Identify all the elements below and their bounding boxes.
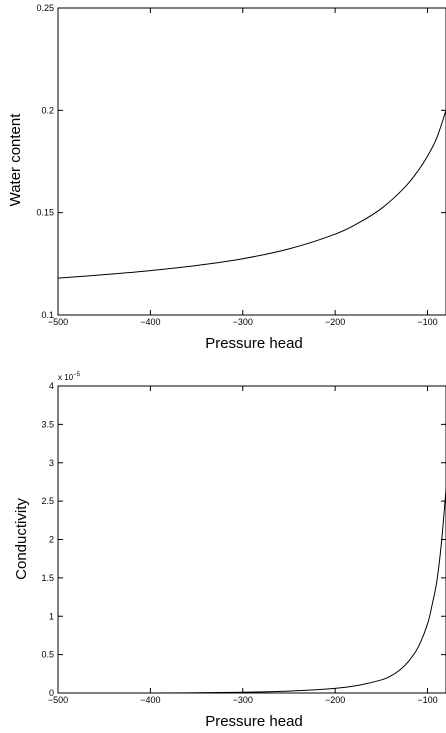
y-tick-label: 0.15 [36, 208, 54, 218]
y-tick-label: 0.5 [41, 650, 54, 660]
x-tick-labels: −500 −400 −300 −200 −100 [48, 317, 438, 327]
x-axis-title: Pressure head [205, 335, 303, 352]
x-axis-title: Pressure head [205, 713, 303, 730]
x-tick-label: −100 [417, 317, 437, 327]
y-tick-label: 0.25 [36, 3, 54, 13]
plot-area-frame [57, 7, 446, 316]
x-tick-label: −200 [325, 317, 345, 327]
x-tick-labels: −500 −400 −300 −200 −100 [48, 695, 438, 705]
y-tick-label: 1 [49, 611, 54, 621]
y-tick-label: 0.1 [41, 310, 54, 320]
x-tick-label: −300 [233, 695, 253, 705]
y-tick-label: 3 [49, 458, 54, 468]
y-tick-label: 1.5 [41, 573, 54, 583]
conductivity-chart: −500 −400 −300 −200 −100 0 0.5 1 1.5 2 2.5 3 3.5 4 x… [13, 372, 446, 730]
tick-marks [57, 385, 446, 694]
data-series-line [57, 110, 446, 279]
water-content-chart: −500 −400 −300 −200 −100 0.1 0.15 0.2 0.25 Pres… [7, 3, 446, 352]
x-tick-label: −400 [140, 317, 160, 327]
y-tick-label: 2 [49, 535, 54, 545]
y-tick-labels: 0 0.5 1 1.5 2 2.5 3 3.5 4 [41, 381, 54, 698]
x-tick-label: −500 [48, 317, 68, 327]
y-tick-label: 4 [49, 381, 54, 391]
y-tick-label: 3.5 [41, 419, 54, 429]
y-tick-label: 2.5 [41, 496, 54, 506]
data-series-line [57, 489, 446, 694]
y-tick-label: 0 [49, 688, 54, 698]
y-axis-title: Water content [7, 113, 24, 207]
y-exponent-label: x 10−5 [58, 372, 81, 382]
x-tick-label: −300 [233, 317, 253, 327]
tick-marks [57, 7, 446, 316]
y-axis-title: Conductivity [13, 498, 30, 580]
plot-area-frame [57, 385, 446, 694]
exponent-power: −5 [73, 372, 81, 378]
x-tick-label: −500 [48, 695, 68, 705]
exponent-base: x 10 [58, 373, 74, 382]
x-tick-label: −400 [140, 695, 160, 705]
y-tick-labels: 0.1 0.15 0.2 0.25 [36, 3, 54, 320]
y-tick-label: 0.2 [41, 105, 54, 115]
x-tick-label: −100 [417, 695, 437, 705]
x-tick-label: −200 [325, 695, 345, 705]
